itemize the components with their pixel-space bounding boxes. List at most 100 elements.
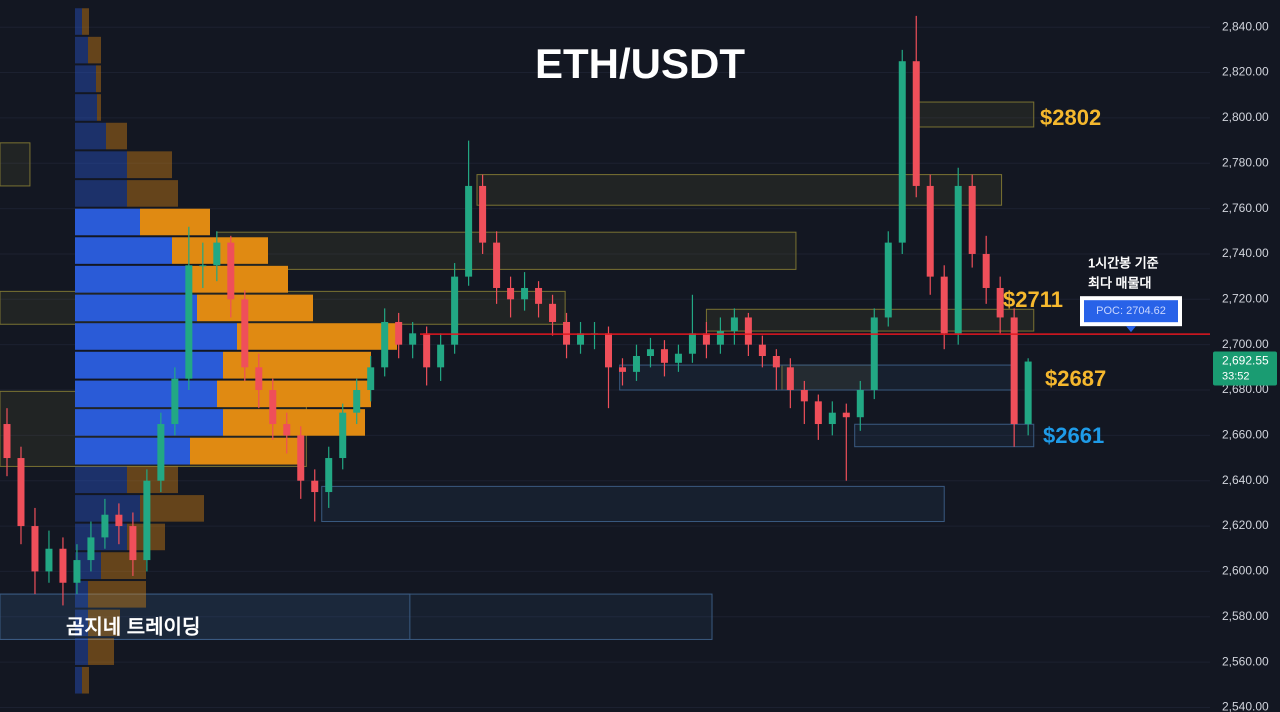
y-tick-label: 2,580.00 [1222,609,1269,623]
profile-sell [106,122,127,150]
profile-buy [75,151,127,179]
candle-body [255,367,263,391]
candle-body [185,265,193,379]
profile-buy [75,609,88,637]
candle-body [563,321,571,345]
y-tick-label: 2,700.00 [1222,337,1269,351]
candle-body [73,560,81,583]
profile-sell [127,466,178,494]
zone [0,593,713,640]
y-tick-label: 2,600.00 [1222,564,1269,578]
candle-body [507,287,515,300]
candle-body [674,353,682,363]
candle-body [409,333,417,345]
profile-sell [96,65,101,93]
profile-buy [75,466,127,494]
candle-body [968,185,976,254]
candle-body [646,349,654,356]
candle-body [17,458,25,527]
y-tick-label: 2,740.00 [1222,246,1269,260]
candle-body [367,367,375,391]
candle-body [926,185,934,277]
profile-buy [75,666,82,694]
candle-body [129,526,137,561]
candle-body [241,299,249,368]
profile-sell [88,36,101,64]
poc-note: 1시간봉 기준 [1088,255,1159,270]
candle-body [493,242,501,288]
candle-body [171,378,179,425]
candle-body [688,333,696,354]
candle-body [297,435,305,481]
profile-buy [75,581,88,608]
candle-body [451,276,459,345]
candle-body [912,61,920,186]
candle-body [996,287,1004,318]
countdown: 33:52 [1222,370,1250,382]
candle-body [604,333,612,368]
zone [321,485,945,523]
candle-body [814,401,822,425]
profile-sell [190,437,300,465]
profile-buy [75,36,88,64]
profile-sell [140,208,210,236]
candle-body [31,526,39,572]
profile-sell [101,552,146,580]
candle-body [884,242,892,318]
profile-buy [75,437,190,465]
candle-body [213,242,221,266]
profile-sell [88,581,146,608]
profile-sell [190,265,288,293]
profile-buy [75,323,237,350]
y-tick-label: 2,760.00 [1222,201,1269,215]
candle-body [3,424,11,459]
profile-buy [75,638,88,665]
candle-body [870,317,878,391]
candle-body [395,321,403,345]
y-tick-label: 2,680.00 [1222,382,1269,396]
profile-sell [82,8,89,35]
level-label: $2661 [1043,423,1104,448]
profile-buy [75,380,217,408]
candle-body [1010,317,1018,425]
y-tick-label: 2,720.00 [1222,291,1269,305]
candle-body [353,390,361,413]
candle-body [632,356,640,372]
candle-body [856,390,864,418]
candle-body [437,344,445,368]
candle-body [800,390,808,402]
profile-buy [75,180,127,207]
candle-body [954,185,962,334]
profile-sell [88,638,114,665]
zone [781,364,875,391]
profile-buy [75,8,82,35]
candle-body [577,333,585,345]
candle-body [1024,361,1032,425]
y-tick-label: 2,840.00 [1222,19,1269,33]
profile-buy [75,208,140,236]
profile-sell [127,180,178,207]
y-tick-label: 2,660.00 [1222,428,1269,442]
zone [918,101,1035,128]
profile-sell [237,323,397,350]
candle-body [157,424,165,481]
profile-buy [75,409,223,436]
candle-body [143,480,151,561]
profile-buy [75,65,96,93]
profile-sell [82,666,89,694]
level-label: $2711 [1003,287,1063,312]
candle-body [325,458,333,493]
candle-body [758,344,766,356]
y-tick-label: 2,820.00 [1222,65,1269,79]
candle-body [618,367,626,372]
candle-body [283,424,291,436]
poc-note: 최다 매물대 [1088,275,1151,290]
candle-body [716,331,724,345]
candle-body [842,412,850,418]
profile-sell [97,94,101,121]
profile-sell [88,609,120,637]
y-tick-label: 2,620.00 [1222,518,1269,532]
profile-buy [75,294,197,322]
candle-body [521,287,529,300]
